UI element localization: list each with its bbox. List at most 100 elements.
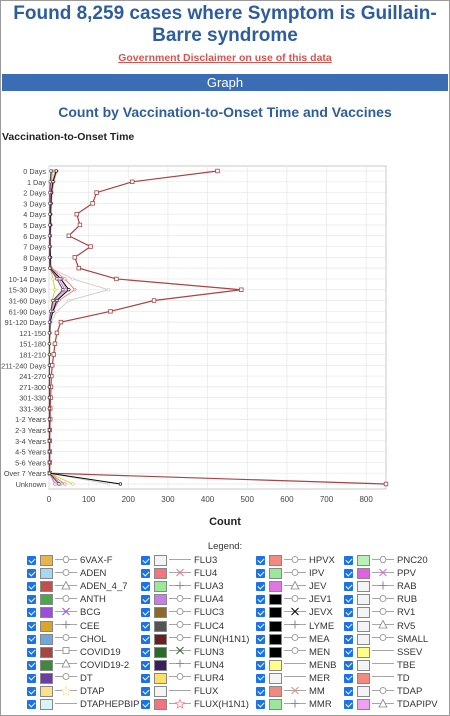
legend-checkbox[interactable] [256,556,265,565]
legend-item-flun4[interactable]: FLUN4 [141,659,224,672]
legend-item-ssev[interactable]: SSEV [344,646,422,659]
legend-swatch [269,633,282,645]
legend-item-flu3[interactable]: FLU3 [141,554,217,567]
legend-item-flur4[interactable]: FLUR4 [141,672,224,685]
legend-item-men[interactable]: MEN [256,646,330,659]
legend-checkbox[interactable] [27,608,36,618]
legend-checkbox[interactable] [344,569,353,579]
legend-item-flux[interactable]: FLUX [141,685,218,698]
legend-checkbox[interactable] [256,687,265,696]
legend-swatch [269,686,282,697]
legend-item-rub[interactable]: RUB [344,593,417,606]
legend-checkbox[interactable] [141,660,150,670]
legend-checkbox[interactable] [256,660,265,670]
legend-checkbox[interactable] [27,556,36,565]
legend-checkbox[interactable] [27,634,36,644]
legend-checkbox[interactable] [256,673,265,683]
disclaimer-link[interactable]: Government Disclaimer on use of this dat… [118,52,332,64]
legend-item-jev[interactable]: JEV [256,580,326,593]
legend-item-chol[interactable]: CHOL [27,633,106,646]
legend-item-ipv[interactable]: IPV [256,567,324,580]
legend-item-pnc20[interactable]: PNC20 [344,554,428,567]
legend-item-rab[interactable]: RAB [344,580,417,593]
legend-checkbox[interactable] [141,700,150,710]
legend-item-tbe[interactable]: TBE [344,659,415,672]
legend-item-fluc4[interactable]: FLUC4 [141,620,224,633]
legend-checkbox[interactable] [256,621,265,631]
legend-item-flu4[interactable]: FLU4 [141,567,217,580]
legend-item-lyme[interactable]: LYME [256,620,334,633]
legend-checkbox[interactable] [27,700,36,710]
legend-checkbox[interactable] [27,687,36,696]
legend-checkbox[interactable] [344,582,353,592]
legend-item-tdap[interactable]: TDAP [344,685,422,698]
legend-checkbox[interactable] [256,595,265,605]
legend-item-jevx[interactable]: JEVX [256,606,333,619]
legend-checkbox[interactable] [256,569,265,579]
legend-checkbox[interactable] [141,647,150,657]
legend-checkbox[interactable] [344,687,353,696]
legend-item-mer[interactable]: MER [256,672,330,685]
legend-item-dtap[interactable]: DTAP [27,685,105,698]
legend-checkbox[interactable] [27,647,36,657]
legend-item-aden-4-7[interactable]: ADEN_4_7 [27,580,128,593]
legend-item-6vax-f[interactable]: 6VAX-F [27,554,113,567]
legend-item-covid19-2[interactable]: COVID19-2 [27,658,129,672]
legend-checkbox[interactable] [27,621,36,631]
data-point [48,201,52,205]
legend-checkbox[interactable] [141,569,150,579]
legend-item-td[interactable]: TD [344,672,410,685]
legend-checkbox[interactable] [344,700,353,710]
legend-checkbox[interactable] [344,660,353,670]
legend-item-flux-h1n1-[interactable]: FLUX(H1N1) [141,698,249,711]
legend-checkbox[interactable] [256,634,265,644]
legend-item-ppv[interactable]: PPV [344,567,416,580]
legend-checkbox[interactable] [344,621,353,631]
legend-checkbox[interactable] [256,582,265,592]
legend-checkbox[interactable] [256,700,265,710]
legend-checkbox[interactable] [141,687,150,696]
legend-item-dt[interactable]: DT [27,672,93,685]
legend-checkbox[interactable] [141,621,150,631]
legend-item-rv1[interactable]: RV1 [344,606,415,619]
legend-item-mm[interactable]: MM [256,685,325,698]
legend-item-dtaphepbip[interactable]: DTAPHEPBIP [27,698,139,711]
legend-item-flun-h1n1-[interactable]: FLUN(H1N1) [141,633,249,646]
legend-checkbox[interactable] [344,595,353,605]
legend-checkbox[interactable] [344,634,353,644]
legend-checkbox[interactable] [344,673,353,683]
legend-checkbox[interactable] [141,634,150,644]
legend-checkbox[interactable] [27,673,36,683]
legend-item-small[interactable]: SMALL [344,633,428,646]
legend-checkbox[interactable] [344,608,353,618]
legend-item-cee[interactable]: CEE [27,620,100,633]
legend-item-fluc3[interactable]: FLUC3 [141,606,224,619]
legend-item-bcg[interactable]: BCG [27,606,101,619]
legend-checkbox[interactable] [141,608,150,618]
legend-checkbox[interactable] [256,608,265,618]
legend-item-flua3[interactable]: FLUA3 [141,580,224,593]
legend-item-tdapipv[interactable]: TDAPIPV [344,698,438,711]
legend-item-mmr[interactable]: MMR [256,698,332,711]
legend-checkbox[interactable] [27,595,36,605]
legend-item-rv5[interactable]: RV5 [344,619,415,633]
legend-item-menb[interactable]: MENB [256,659,336,672]
legend-checkbox[interactable] [27,582,36,592]
legend-item-flua4[interactable]: FLUA4 [141,593,224,606]
legend-item-mea[interactable]: MEA [256,633,330,646]
legend-checkbox[interactable] [141,595,150,605]
legend-checkbox[interactable] [27,569,36,579]
legend-item-flun3[interactable]: FLUN3 [141,646,224,659]
legend-item-covid19[interactable]: COVID19 [27,646,121,659]
legend-item-hpvx[interactable]: HPVX [256,554,335,567]
legend-checkbox[interactable] [141,673,150,683]
legend-checkbox[interactable] [344,556,353,565]
legend-checkbox[interactable] [344,647,353,657]
legend-item-anth[interactable]: ANTH [27,593,106,606]
legend-checkbox[interactable] [141,556,150,565]
legend-item-aden[interactable]: ADEN [27,567,106,580]
legend-checkbox[interactable] [141,582,150,592]
legend-item-jev1[interactable]: JEV1 [256,593,332,606]
legend-checkbox[interactable] [256,647,265,657]
legend-checkbox[interactable] [27,660,36,670]
